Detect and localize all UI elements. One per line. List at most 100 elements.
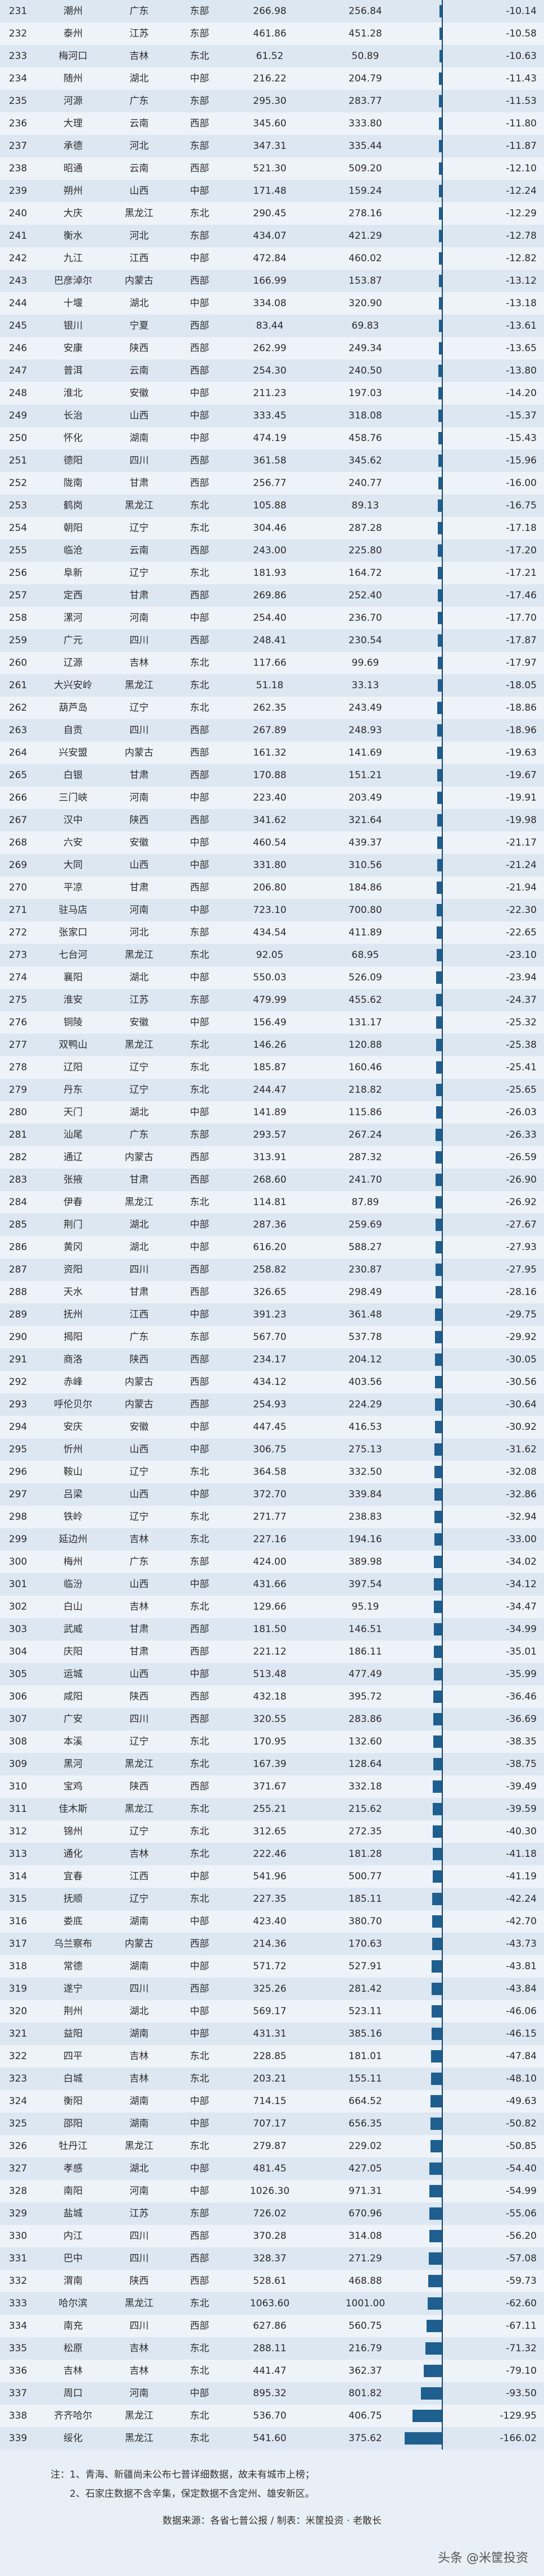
population-2010: 334.08 [253,298,287,309]
province: 四川 [129,2230,149,2242]
change: -50.85 [506,2141,537,2152]
change-bar [436,1016,442,1029]
population-2010: 206.80 [253,882,287,893]
change: -62.60 [506,2298,537,2309]
region: 东北 [190,702,209,714]
province: 内蒙古 [125,1152,153,1163]
province: 吉林 [129,1848,149,1860]
table-row: 337 周口 河南 中部 895.32 801.82 -93.50 [0,2382,544,2405]
province: 甘肃 [129,590,149,601]
region: 西部 [190,1646,209,1657]
table-row: 320 荆州 湖北 中部 569.17 523.11 -46.06 [0,2000,544,2023]
table-row: 326 牡丹江 黑龙江 东北 279.87 229.02 -50.85 [0,2135,544,2157]
rank: 300 [8,1556,28,1568]
population-2020: 389.98 [348,1556,382,1568]
province: 广东 [129,6,149,17]
region: 西部 [190,770,209,781]
change: -25.32 [506,1017,537,1028]
rank: 283 [8,1174,28,1185]
population-2020: 160.46 [348,1062,382,1073]
city: 商洛 [64,1354,83,1365]
change-bar [427,2320,442,2332]
province: 吉林 [129,657,149,669]
population-2010: 347.31 [253,140,287,152]
table-row: 315 抚顺 辽宁 东北 227.35 185.11 -42.24 [0,1888,544,1910]
province: 山西 [129,185,149,197]
city: 三门峡 [58,792,88,803]
city: 宜春 [64,1871,83,1882]
change: -38.35 [506,1736,537,1747]
population-2010: 528.61 [253,2275,287,2287]
population-2010: 258.82 [253,1264,287,1275]
population-2010: 541.60 [253,2433,287,2444]
city: 松原 [64,2343,83,2354]
region: 西部 [190,545,209,556]
population-2020: 460.02 [348,253,382,264]
city: 襄阳 [64,972,83,983]
population-2020: 181.28 [348,1848,382,1860]
region: 东北 [190,1893,209,1905]
table-row: 253 鹤岗 黑龙江 东北 105.88 89.13 -16.75 [0,494,544,517]
province: 黑龙江 [125,208,153,219]
population-2020: 184.86 [348,882,382,893]
region: 中部 [190,1219,209,1230]
population-2010: 474.19 [253,433,287,444]
change: -50.82 [506,2118,537,2129]
population-2010: 129.66 [253,1601,287,1612]
province: 湖南 [129,1916,149,1927]
change: -13.61 [506,320,537,331]
rank: 295 [8,1444,28,1455]
table-row: 302 白山 吉林 东北 129.66 95.19 -34.47 [0,1596,544,1618]
table-row: 293 呼伦贝尔 内蒙古 西部 254.93 224.29 -30.64 [0,1393,544,1416]
population-2020: 526.09 [348,972,382,983]
table-row: 269 大同 山西 中部 331.80 310.56 -21.24 [0,854,544,876]
region: 中部 [190,1669,209,1680]
population-2010: 707.17 [253,2118,287,2129]
table-row: 248 淮北 安徽 中部 211.23 197.03 -14.20 [0,382,544,405]
city: 葫芦岛 [58,702,88,714]
change-bar [430,2050,442,2062]
rank: 306 [8,1691,28,1702]
rank: 257 [8,590,28,601]
region: 西部 [190,1287,209,1298]
change: -21.17 [506,837,537,848]
population-2020: 164.72 [348,567,382,579]
change: -18.05 [506,680,537,691]
population-2020: 362.37 [348,2365,382,2377]
population-2020: 181.01 [348,2051,382,2062]
change: -22.30 [506,905,537,916]
rank: 331 [8,2253,28,2264]
table-row: 234 随州 湖北 中部 216.22 204.79 -11.43 [0,67,544,90]
region: 中部 [190,2186,209,2197]
table-row: 323 白城 吉林 东北 203.21 155.11 -48.10 [0,2068,544,2090]
rank: 281 [8,1129,28,1141]
population-2010: 447.45 [253,1421,287,1433]
rank: 241 [8,230,28,242]
change: -48.10 [506,2073,537,2084]
region: 西部 [190,455,209,466]
change-bar [437,859,442,871]
province: 云南 [129,545,149,556]
change: -23.94 [506,972,537,983]
table-row: 297 吕梁 山西 中部 372.70 339.84 -32.86 [0,1483,544,1506]
city: 九江 [64,253,83,264]
population-2020: 416.53 [348,1421,382,1433]
region: 东北 [190,2073,209,2084]
city: 抚州 [64,1309,83,1320]
city: 安康 [64,343,83,354]
population-2010: 222.46 [253,1848,287,1860]
region: 中部 [190,1489,209,1500]
rank: 286 [8,1242,28,1253]
change: -30.64 [506,1399,537,1410]
change-bar [434,1601,442,1613]
region: 西部 [190,1376,209,1388]
city: 大庆 [64,208,83,219]
table-row: 285 荆门 湖北 中部 287.36 259.69 -27.67 [0,1214,544,1236]
change-bar [437,679,442,692]
change: -32.94 [506,1511,537,1523]
change: -93.50 [506,2388,537,2399]
rank: 263 [8,725,28,736]
change: -42.70 [506,1916,537,1927]
population-2020: 194.16 [348,1534,382,1545]
population-2010: 479.99 [253,994,287,1006]
